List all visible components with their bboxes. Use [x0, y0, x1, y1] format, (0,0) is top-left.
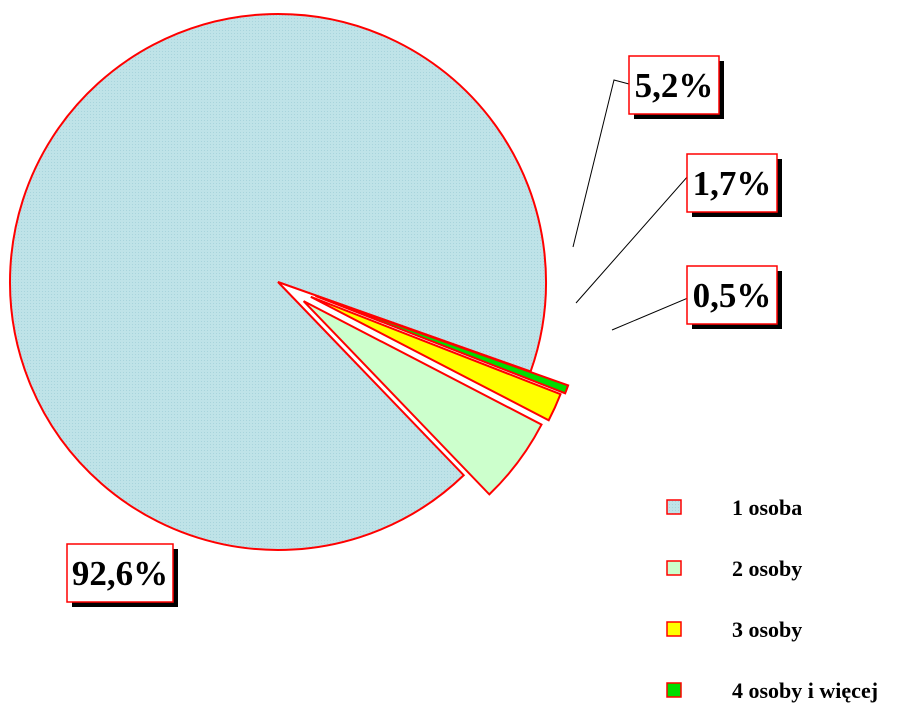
data-label-box [66, 543, 174, 603]
data-label-box [686, 265, 778, 325]
leader-line-2 [572, 79, 630, 248]
data-label-4: 0,5% [693, 276, 772, 315]
legend-label-2: 2 osoby [732, 556, 802, 581]
leader-line-3 [575, 174, 689, 304]
pie-slices [9, 13, 570, 551]
slice-4-osoby-i-wiecej [315, 295, 570, 395]
data-labels: 92,6% 5,2% 1,7% 0,5% [66, 55, 782, 607]
legend-label-3: 3 osoby [732, 617, 802, 642]
data-label-1: 92,6% [72, 554, 168, 593]
legend-swatch-3 [666, 621, 682, 637]
data-label-box [628, 55, 720, 115]
data-label-2: 5,2% [635, 66, 714, 105]
data-label-box [686, 153, 778, 213]
leader-line-4 [611, 293, 689, 331]
legend-label-4: 4 osoby i więcej [732, 678, 878, 703]
slice-1-osoba [9, 13, 547, 551]
legend-label-1: 1 osoba [732, 495, 802, 520]
legend-swatch-4 [666, 682, 682, 698]
slice-2-osoby [302, 300, 543, 496]
data-label-3: 1,7% [693, 164, 772, 203]
legend-swatch-1 [666, 499, 682, 515]
legend: 1 osoba 2 osoby 3 osoby 4 osoby i więcej [666, 495, 878, 703]
legend-swatch-2 [666, 560, 682, 576]
slice-3-osoby [310, 295, 562, 422]
